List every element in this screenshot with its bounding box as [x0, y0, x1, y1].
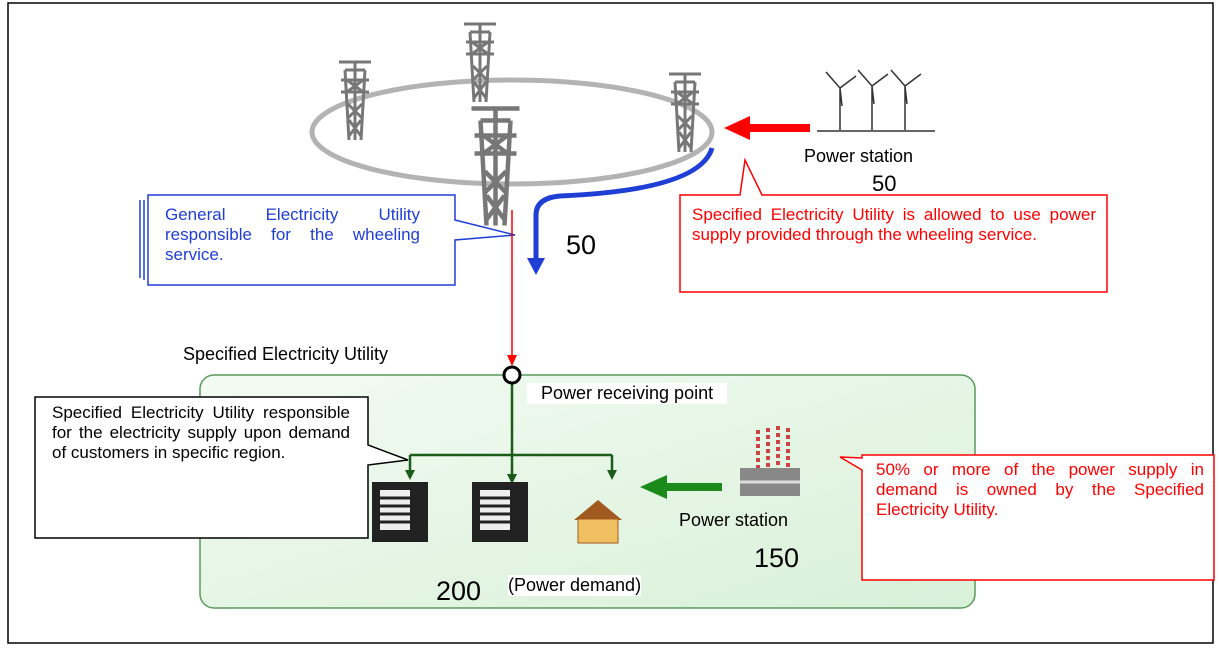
- receiving-point-label: Power receiving point: [527, 383, 727, 404]
- tower: [464, 24, 496, 102]
- station-label: Power station: [679, 510, 788, 531]
- building: [372, 482, 428, 542]
- diagram-drawing: [0, 0, 1219, 648]
- receiving-point: [504, 367, 520, 383]
- callout-text: Specified Electricity Utility responsibl…: [52, 403, 350, 463]
- arrow-head: [527, 258, 545, 275]
- station-value: 50: [872, 173, 896, 194]
- callout-text: 50% or more of the power supply in deman…: [876, 460, 1204, 520]
- wind-turbines: [817, 70, 935, 131]
- demand-value: 200: [436, 576, 481, 606]
- demand-label: (Power demand): [508, 575, 641, 596]
- building: [472, 482, 528, 542]
- station-label: Power station: [804, 146, 913, 167]
- diagram: Power station 50 Specified Electricity U…: [0, 0, 1219, 648]
- station-value: 150: [754, 543, 799, 573]
- callout-text: General Electricity Utility responsible …: [165, 205, 420, 265]
- callout-text: Specified Electricity Utility is allowed…: [692, 205, 1096, 245]
- arrow-head: [724, 116, 750, 140]
- wheeling-value: 50: [566, 230, 596, 260]
- arrow-head: [507, 355, 517, 366]
- tower: [339, 62, 371, 140]
- region-title: Specified Electricity Utility: [183, 344, 388, 365]
- callout-shadow: [140, 200, 144, 280]
- tower: [472, 109, 520, 226]
